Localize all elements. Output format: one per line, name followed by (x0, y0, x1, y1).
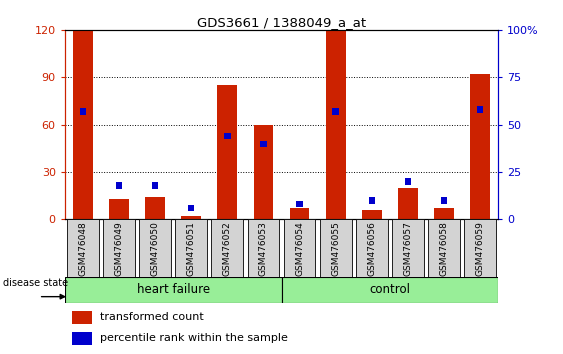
Text: GSM476051: GSM476051 (187, 221, 196, 276)
Text: disease state: disease state (3, 278, 68, 288)
Text: GSM476057: GSM476057 (404, 221, 413, 276)
Bar (441, 198, 448, 204)
Text: GSM476058: GSM476058 (440, 221, 449, 276)
Bar (398, 188, 418, 219)
Bar (260, 141, 267, 147)
Text: GSM476056: GSM476056 (367, 221, 376, 276)
FancyBboxPatch shape (392, 219, 424, 278)
Bar (73, 30, 93, 219)
Bar (477, 107, 484, 113)
Text: GSM476048: GSM476048 (78, 221, 87, 276)
Bar (72, 332, 92, 345)
FancyBboxPatch shape (320, 219, 351, 278)
Bar (181, 216, 201, 219)
FancyBboxPatch shape (464, 219, 496, 278)
FancyBboxPatch shape (65, 277, 282, 303)
Bar (152, 182, 158, 189)
Bar (332, 108, 339, 115)
Text: GSM476059: GSM476059 (476, 221, 485, 276)
Bar (326, 30, 346, 219)
Bar (470, 74, 490, 219)
Text: percentile rank within the sample: percentile rank within the sample (100, 333, 288, 343)
Bar (405, 178, 411, 185)
Bar (188, 205, 194, 211)
Bar (362, 210, 382, 219)
Bar (145, 198, 165, 219)
FancyBboxPatch shape (175, 219, 207, 278)
FancyBboxPatch shape (103, 219, 135, 278)
FancyBboxPatch shape (282, 277, 498, 303)
Bar (289, 209, 310, 219)
Text: GSM476053: GSM476053 (259, 221, 268, 276)
Text: GSM476054: GSM476054 (295, 221, 304, 276)
FancyBboxPatch shape (248, 219, 279, 278)
Bar (109, 199, 129, 219)
Bar (434, 209, 454, 219)
FancyBboxPatch shape (139, 219, 171, 278)
Text: control: control (369, 284, 410, 296)
Bar (115, 182, 122, 189)
Bar (369, 198, 375, 204)
Bar (72, 311, 92, 324)
Text: transformed count: transformed count (100, 312, 204, 322)
Bar (296, 201, 303, 207)
FancyBboxPatch shape (212, 219, 243, 278)
FancyBboxPatch shape (356, 219, 388, 278)
Bar (217, 85, 237, 219)
FancyBboxPatch shape (428, 219, 460, 278)
Bar (253, 125, 274, 219)
FancyBboxPatch shape (284, 219, 315, 278)
Text: GSM476052: GSM476052 (223, 221, 232, 276)
Bar (79, 108, 86, 115)
Title: GDS3661 / 1388049_a_at: GDS3661 / 1388049_a_at (197, 16, 366, 29)
Text: heart failure: heart failure (137, 284, 209, 296)
Text: GSM476055: GSM476055 (331, 221, 340, 276)
Text: GSM476049: GSM476049 (114, 221, 123, 276)
Bar (224, 133, 231, 139)
FancyBboxPatch shape (67, 219, 99, 278)
Text: GSM476050: GSM476050 (150, 221, 159, 276)
